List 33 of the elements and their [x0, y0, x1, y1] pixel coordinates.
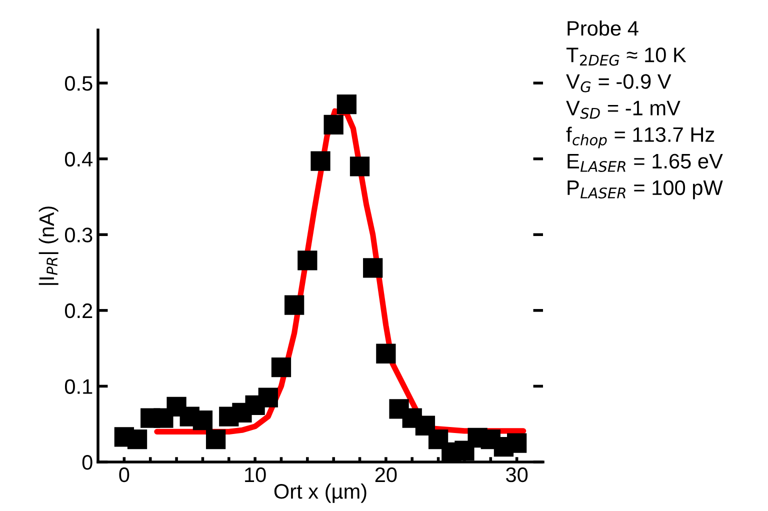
text: V$_{SD}$ = -1 mV	[566, 100, 680, 119]
point	[507, 433, 527, 453]
point	[298, 250, 318, 270]
point	[324, 114, 344, 135]
text: E$_{LASER}$ = 1.65 eV	[568, 154, 723, 172]
point	[310, 151, 330, 171]
text: V$_{G}$ = -0.9 V	[566, 74, 672, 92]
point	[376, 344, 396, 364]
y-tick-label: 0.1	[64, 379, 92, 394]
text: Probe 4	[568, 20, 638, 36]
text: f$_{chop}$ = 113.7 Hz	[566, 126, 714, 148]
y-axis-title: |I$_{PR}$| (nA)	[38, 206, 58, 285]
point	[284, 295, 304, 315]
y-tick-label: 0.5	[64, 76, 92, 91]
text: T$_{2DEG}$ ≈ 10 K	[566, 48, 686, 66]
x-tick-label: 10	[245, 467, 266, 482]
x-axis-title: Ort x (µm)	[274, 484, 366, 503]
y-tick-label: 0.2	[64, 303, 92, 318]
point	[271, 357, 292, 378]
point	[206, 429, 226, 450]
point	[363, 258, 383, 278]
y-tick-label: 0.3	[64, 228, 92, 242]
point	[258, 388, 278, 408]
point	[336, 94, 356, 114]
x-tick-label: 30	[506, 467, 528, 482]
text: P$_{LASER}$ = 100 pW	[568, 180, 723, 200]
y-tick-label: 0.4	[64, 152, 93, 167]
y-tick-label: 0	[82, 455, 92, 470]
x-tick-label: 20	[375, 467, 397, 482]
point	[192, 410, 213, 430]
point	[350, 156, 370, 176]
point	[127, 429, 148, 450]
x-tick-label: 0	[119, 467, 130, 482]
